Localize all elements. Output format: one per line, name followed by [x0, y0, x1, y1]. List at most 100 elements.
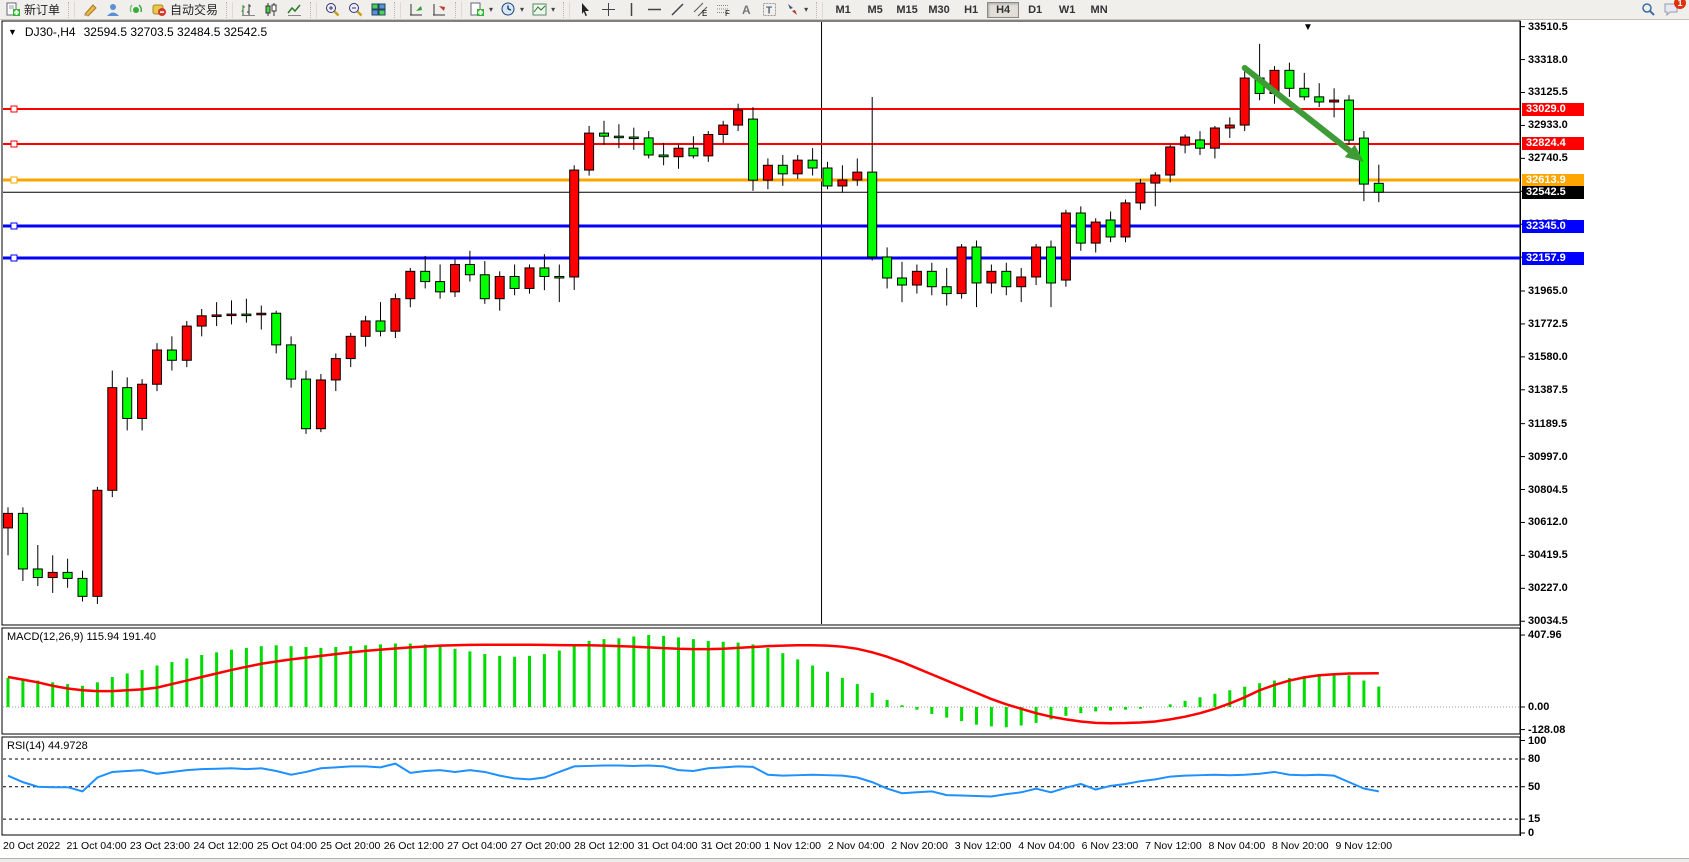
date-axis-label: 26 Oct 12:00 [383, 840, 444, 852]
zoom-out-button[interactable] [344, 0, 367, 19]
bar-chart-button[interactable] [237, 0, 260, 19]
candle-body [1284, 69, 1295, 89]
period-clock-button[interactable]: ▾ [497, 0, 528, 19]
tile-windows-button[interactable] [367, 0, 390, 19]
macd-indicator-label: MACD(12,26,9) 115.94 191.40 [7, 631, 156, 643]
timeframe-button-w1[interactable]: W1 [1058, 3, 1076, 16]
community-button[interactable] [102, 0, 125, 19]
price-axis-tick-label: 33318.0 [1528, 53, 1568, 66]
timeframe-button-m15[interactable]: M15 [896, 3, 918, 16]
chart-window[interactable]: ▼ DJ30-,H4 32594.5 32703.5 32484.5 32542… [0, 20, 1689, 862]
candle-body [17, 512, 28, 570]
equidistant-channel-icon: E [693, 2, 708, 17]
clock-icon [501, 2, 516, 17]
candle-body [867, 171, 878, 258]
channel-tool-button[interactable]: E [689, 0, 712, 19]
macd-axis-label: 407.96 [1528, 629, 1562, 642]
timeframe-button-mn[interactable]: MN [1090, 3, 1108, 16]
new-order-icon [6, 2, 21, 17]
chart-ohlc-readout: 32594.5 32703.5 32484.5 32542.5 [83, 25, 268, 39]
candle-body [1195, 139, 1205, 149]
candle-body [1150, 174, 1161, 184]
new-order-button[interactable]: 新订单 [2, 0, 64, 20]
search-icon[interactable] [1641, 2, 1656, 17]
rsi-axis-label: 50 [1528, 780, 1541, 793]
cursor-tool-button[interactable] [574, 0, 597, 19]
candle-body [643, 137, 654, 156]
candle-body [226, 313, 237, 317]
date-axis-label: 31 Oct 20:00 [700, 840, 762, 852]
price-axis-tick-label: 30227.0 [1528, 582, 1568, 595]
line-handle[interactable] [10, 222, 18, 230]
candle-body [1358, 137, 1369, 185]
line-handle[interactable] [10, 176, 18, 184]
zoom-in-button[interactable] [321, 0, 344, 19]
candle-body [569, 169, 580, 278]
toolbar-separator [310, 1, 318, 18]
price-tag-level: 32157.9 [1522, 251, 1584, 265]
candle-body [152, 349, 162, 385]
hline-tool-button[interactable] [643, 0, 666, 19]
timeframe-button-m1[interactable]: M1 [835, 3, 851, 16]
chart-down-arrow-icon [432, 2, 447, 17]
candle-body [1299, 87, 1310, 98]
toolbar-separator [455, 1, 463, 18]
vline-tool-button[interactable] [620, 0, 643, 19]
trendline-tool-button[interactable] [666, 0, 689, 19]
line-handle[interactable] [10, 105, 18, 113]
crosshair-tool-button[interactable] [597, 0, 620, 19]
rsi-axis-label: 100 [1528, 734, 1547, 747]
auto-trading-button[interactable]: 自动交易 [148, 0, 222, 20]
line-handle[interactable] [10, 254, 18, 262]
fibonacci-tool-button[interactable]: F [712, 0, 735, 19]
signal-button[interactable] [125, 0, 148, 19]
timeframe-button-h4[interactable]: H4 [987, 1, 1020, 18]
candle-body [301, 378, 311, 430]
new-object-button[interactable]: ▾ [466, 0, 497, 19]
candle-body [852, 171, 863, 181]
price-axis-tick-label: 32933.0 [1528, 119, 1568, 132]
chart-canvas[interactable] [0, 20, 1689, 862]
candle-body [137, 383, 148, 419]
price-axis-tick-label: 30034.5 [1528, 615, 1568, 628]
crayon-button[interactable] [79, 0, 102, 19]
candle-body [822, 167, 833, 187]
date-axis-label: 9 Nov 12:00 [1335, 840, 1393, 852]
indicators-down-button[interactable] [428, 0, 451, 19]
candle-body [1165, 146, 1176, 176]
timeframe-button-d1[interactable]: D1 [1028, 3, 1043, 16]
candle-body [1135, 182, 1146, 204]
trend-arrow-head[interactable] [1344, 144, 1364, 163]
line-handle[interactable] [10, 140, 18, 148]
text-tool-button[interactable]: A [735, 0, 758, 19]
candle-body [792, 159, 803, 175]
indicators-up-button[interactable] [405, 0, 428, 19]
collapse-triangle-icon[interactable]: ▼ [8, 27, 17, 37]
candle-body [435, 281, 446, 293]
candle-body [405, 270, 416, 300]
chat-button[interactable]: 1 [1664, 0, 1686, 19]
candle-body [762, 164, 773, 181]
date-axis-label: 4 Nov 04:00 [1018, 840, 1075, 852]
timeframe-button-m5[interactable]: M5 [867, 3, 883, 16]
price-tag-current: 32542.5 [1522, 185, 1584, 199]
candle-body [62, 571, 73, 579]
candle-body [166, 349, 177, 361]
arrows-tool-button[interactable]: ▾ [781, 0, 812, 19]
candle-body [807, 159, 818, 169]
candle-body [181, 325, 192, 361]
candle-body [1180, 136, 1191, 146]
candle-chart-button[interactable] [260, 0, 283, 19]
chart-shift-marker[interactable]: ▼ [1303, 22, 1313, 33]
candle-body [1031, 246, 1042, 278]
trend-arrow-shaft[interactable] [1241, 64, 1353, 154]
candle-body [777, 164, 788, 175]
template-button[interactable]: ▾ [528, 0, 559, 19]
timeframe-button-h1[interactable]: H1 [964, 3, 979, 16]
candle-body [479, 274, 490, 300]
line-chart-button[interactable] [283, 0, 306, 19]
chart-up-arrow-icon [409, 2, 424, 17]
label-tool-button[interactable]: T [758, 0, 781, 19]
candle-body [673, 147, 684, 158]
timeframe-button-m30[interactable]: M30 [928, 3, 950, 16]
